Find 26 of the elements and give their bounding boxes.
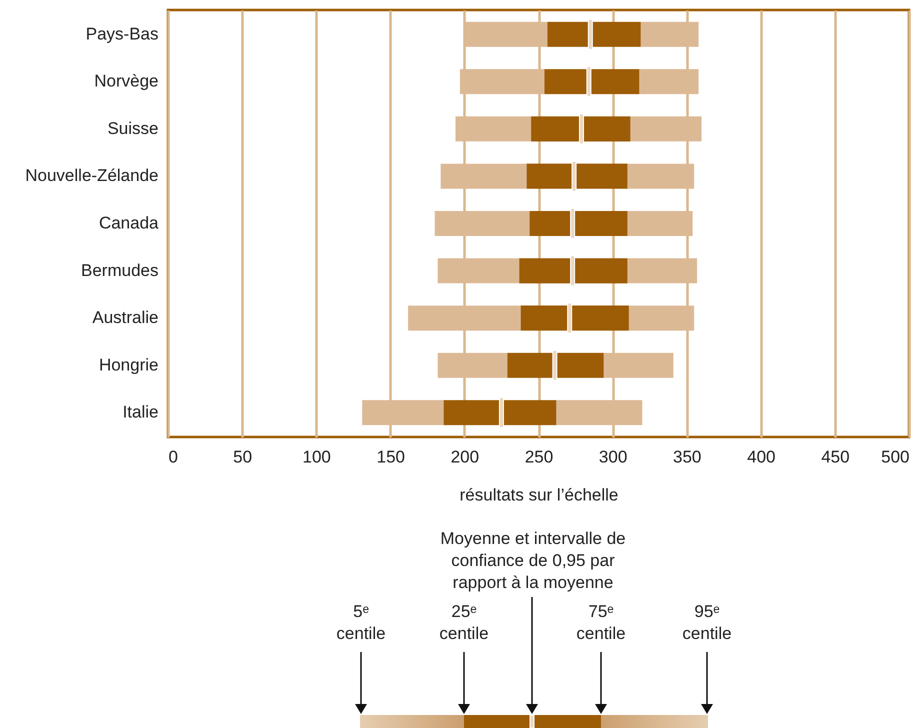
text: 75ᵉ centile — [575, 601, 627, 645]
y-tick-label: Bermudes — [81, 260, 158, 280]
y-tick-label: Pays-Bas — [86, 24, 158, 44]
x-tick-label: 500 — [881, 448, 910, 466]
y-tick-label: Italie — [122, 402, 158, 422]
y-tick-label: Suisse — [107, 118, 158, 138]
x-tick-label: 100 — [302, 448, 331, 466]
text: 5ᵉ centile — [335, 601, 387, 645]
x-tick-label: 50 — [233, 448, 252, 466]
x-tick-label: 400 — [747, 448, 776, 466]
x-axis-title: résultats sur l’échelle — [460, 486, 618, 504]
text: 25ᵉ centile — [438, 601, 490, 645]
y-tick-label: Australie — [92, 308, 158, 328]
text: Moyenne et intervalle de confiance de 0,95 par rapport à la moyenne — [439, 528, 627, 594]
x-tick-label: 150 — [376, 448, 405, 466]
y-tick-label: Hongrie — [98, 355, 158, 374]
y-tick-label: Nouvelle-Zélande — [25, 166, 158, 186]
x-tick-label: 350 — [673, 448, 702, 466]
y-tick-label: Norvège — [94, 72, 158, 91]
x-tick-label: 300 — [598, 448, 628, 466]
x-tick-label: 250 — [524, 448, 554, 466]
x-tick-label: 450 — [821, 448, 850, 466]
text: 95ᵉ centile — [681, 601, 733, 645]
y-tick-label: Canada — [98, 214, 160, 232]
x-tick-label: 200 — [450, 448, 480, 466]
x-tick-label: 0 — [168, 448, 178, 466]
